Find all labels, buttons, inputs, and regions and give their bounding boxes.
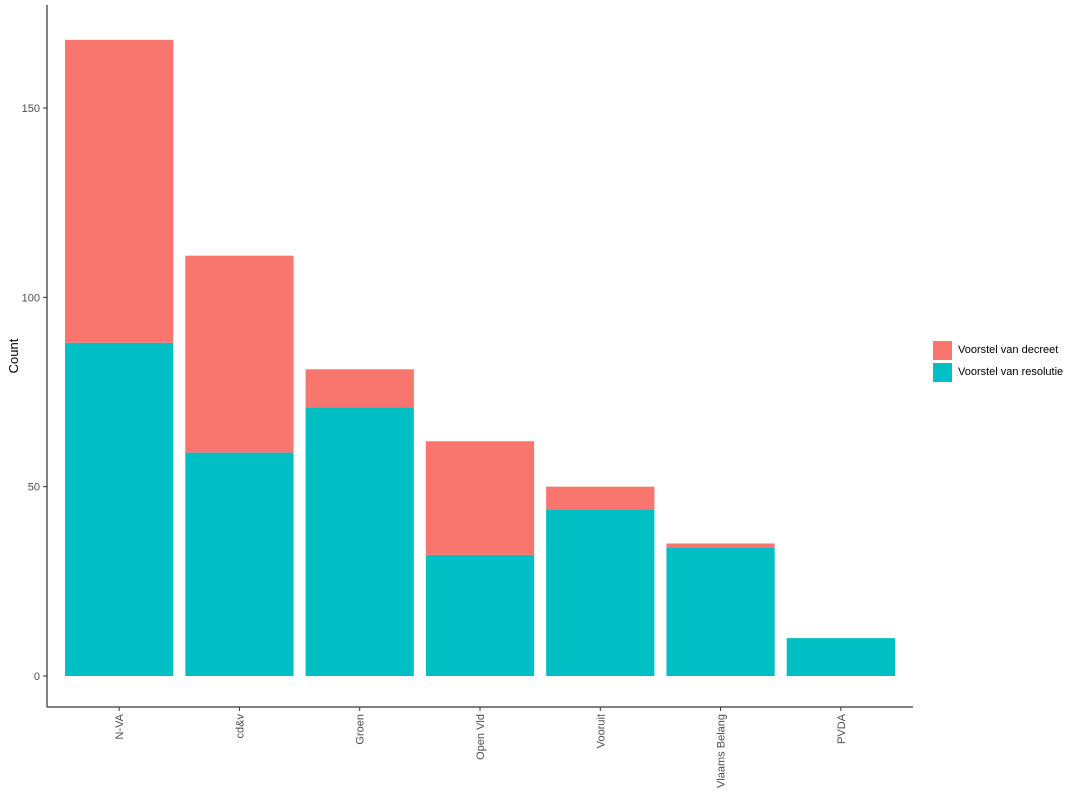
bar-vooruit-series-0 — [546, 509, 655, 676]
x-tick-label: N-VA — [114, 713, 126, 739]
x-tick-label: Vooruit — [595, 714, 607, 748]
legend-label-resolutie: Voorstel van resolutie — [958, 366, 1064, 378]
legend-label-decreet: Voorstel van decreet — [958, 344, 1059, 356]
x-tick-label: Vlaams Belang — [716, 714, 728, 788]
bar-cd-v-series-1 — [185, 255, 294, 453]
x-tick-label: PVDA — [836, 713, 848, 744]
y-tick-label: 50 — [28, 482, 40, 494]
bars-layer — [65, 39, 895, 676]
y-tick-label: 150 — [22, 103, 40, 115]
bar-groen-series-1 — [305, 369, 414, 408]
legend-key-decreet — [933, 340, 952, 360]
y-tick-label: 0 — [34, 671, 40, 683]
x-axis-ticks: N-VA cd&v Groen Open Vld Vooruit Vlaams Belan… — [114, 707, 848, 788]
legend: Voorstel van decreet Voorstel van resolu… — [933, 339, 1063, 383]
bar-vlaams-belang-series-1 — [666, 543, 775, 548]
legend-item-decreet: Voorstel van decreet — [933, 339, 1063, 361]
y-axis-title: Count — [6, 338, 21, 373]
bar-open-vld-series-1 — [425, 441, 535, 555]
bar-n-va-series-1 — [65, 39, 174, 343]
bar-open-vld-series-0 — [425, 554, 535, 676]
x-tick-label: Groen — [355, 714, 367, 745]
x-tick-label: Open Vld — [475, 714, 487, 760]
y-tick-label: 100 — [22, 292, 40, 304]
bar-vlaams-belang-series-0 — [666, 547, 775, 676]
x-tick-label: cd&v — [234, 714, 246, 739]
bar-n-va-series-0 — [65, 342, 174, 676]
bar-pvda-series-0 — [786, 638, 895, 676]
legend-item-resolutie: Voorstel van resolutie — [933, 361, 1063, 383]
y-axis-ticks: 0 50 100 150 — [22, 103, 47, 683]
legend-key-resolutie — [933, 362, 952, 382]
bar-cd-v-series-0 — [185, 452, 294, 676]
bar-vooruit-series-1 — [546, 486, 655, 510]
bar-groen-series-0 — [305, 407, 414, 676]
